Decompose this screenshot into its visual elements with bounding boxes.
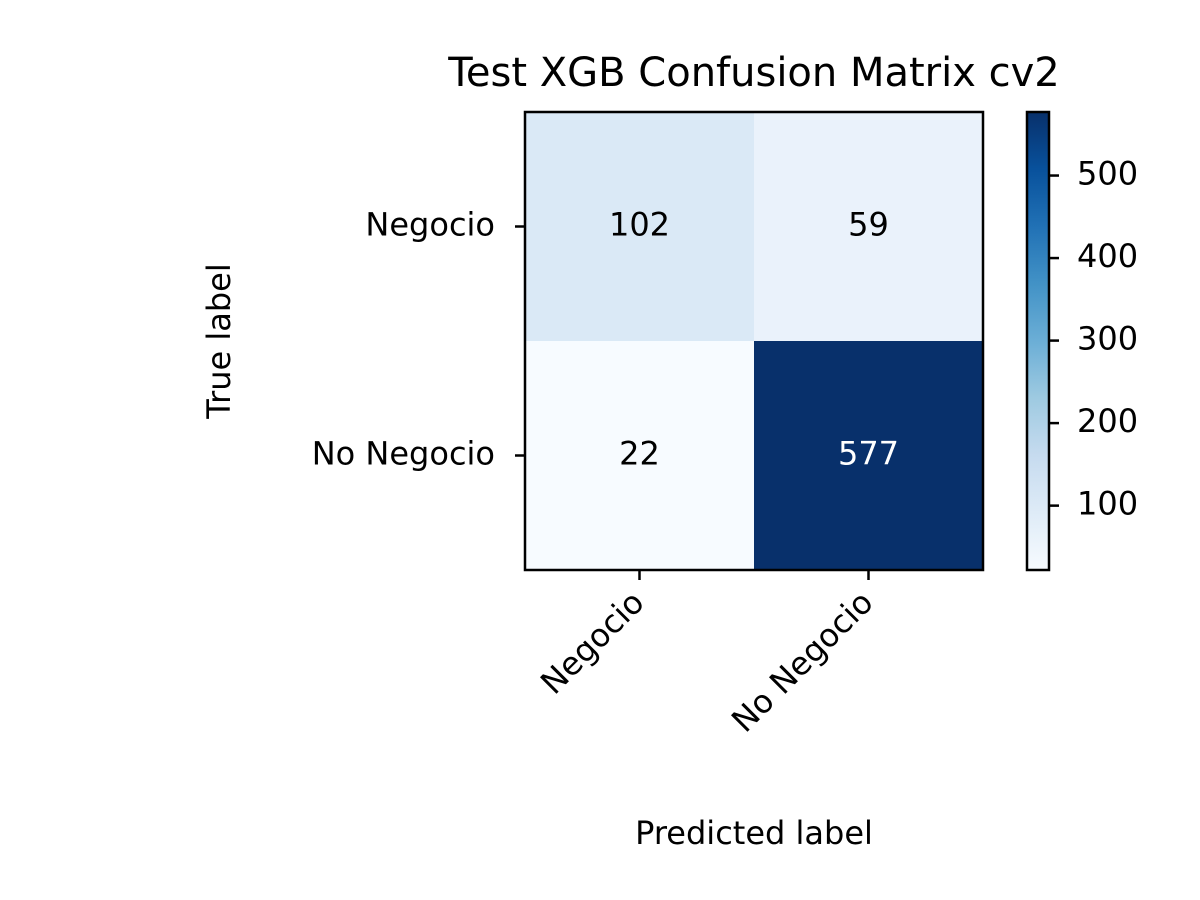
matrix-cell-value-r1-c0: 22 xyxy=(619,435,660,473)
matrix-cell-values: 102 59 22 577 xyxy=(609,206,899,473)
chart-title: Test XGB Confusion Matrix cv2 xyxy=(447,50,1059,96)
matrix-cell-r1-c0 xyxy=(525,341,754,570)
y-tick-label-1: No Negocio xyxy=(312,435,495,473)
matrix-cell-value-r0-c0: 102 xyxy=(609,206,670,244)
x-axis-ticks: Negocio No Negocio xyxy=(533,570,881,740)
matrix-cell-r0-c0 xyxy=(525,112,754,341)
colorbar-ticks: 100 200 300 400 500 xyxy=(1049,155,1138,523)
colorbar-tick-label-2: 300 xyxy=(1077,320,1138,358)
colorbar-tick-label-1: 200 xyxy=(1077,402,1138,440)
x-tick-label-1: No Negocio xyxy=(724,583,880,739)
colorbar-tick-label-3: 400 xyxy=(1077,237,1138,275)
matrix-cells xyxy=(525,112,983,570)
matrix-cell-value-r0-c1: 59 xyxy=(848,206,889,244)
colorbar-tick-label-0: 100 xyxy=(1077,485,1138,523)
x-tick-label-0: Negocio xyxy=(533,583,651,701)
colorbar xyxy=(1027,112,1049,570)
plot-frame xyxy=(523,110,985,572)
y-tick-label-0: Negocio xyxy=(365,206,495,244)
y-axis-label: True label xyxy=(200,263,238,420)
colorbar-tick-label-4: 500 xyxy=(1077,155,1138,193)
y-axis-ticks: Negocio No Negocio xyxy=(312,206,525,473)
matrix-cell-r0-c1 xyxy=(754,112,983,341)
matrix-cell-value-r1-c1: 577 xyxy=(838,435,899,473)
matrix-cell-r1-c1 xyxy=(754,341,983,570)
x-axis-label: Predicted label xyxy=(635,814,873,852)
